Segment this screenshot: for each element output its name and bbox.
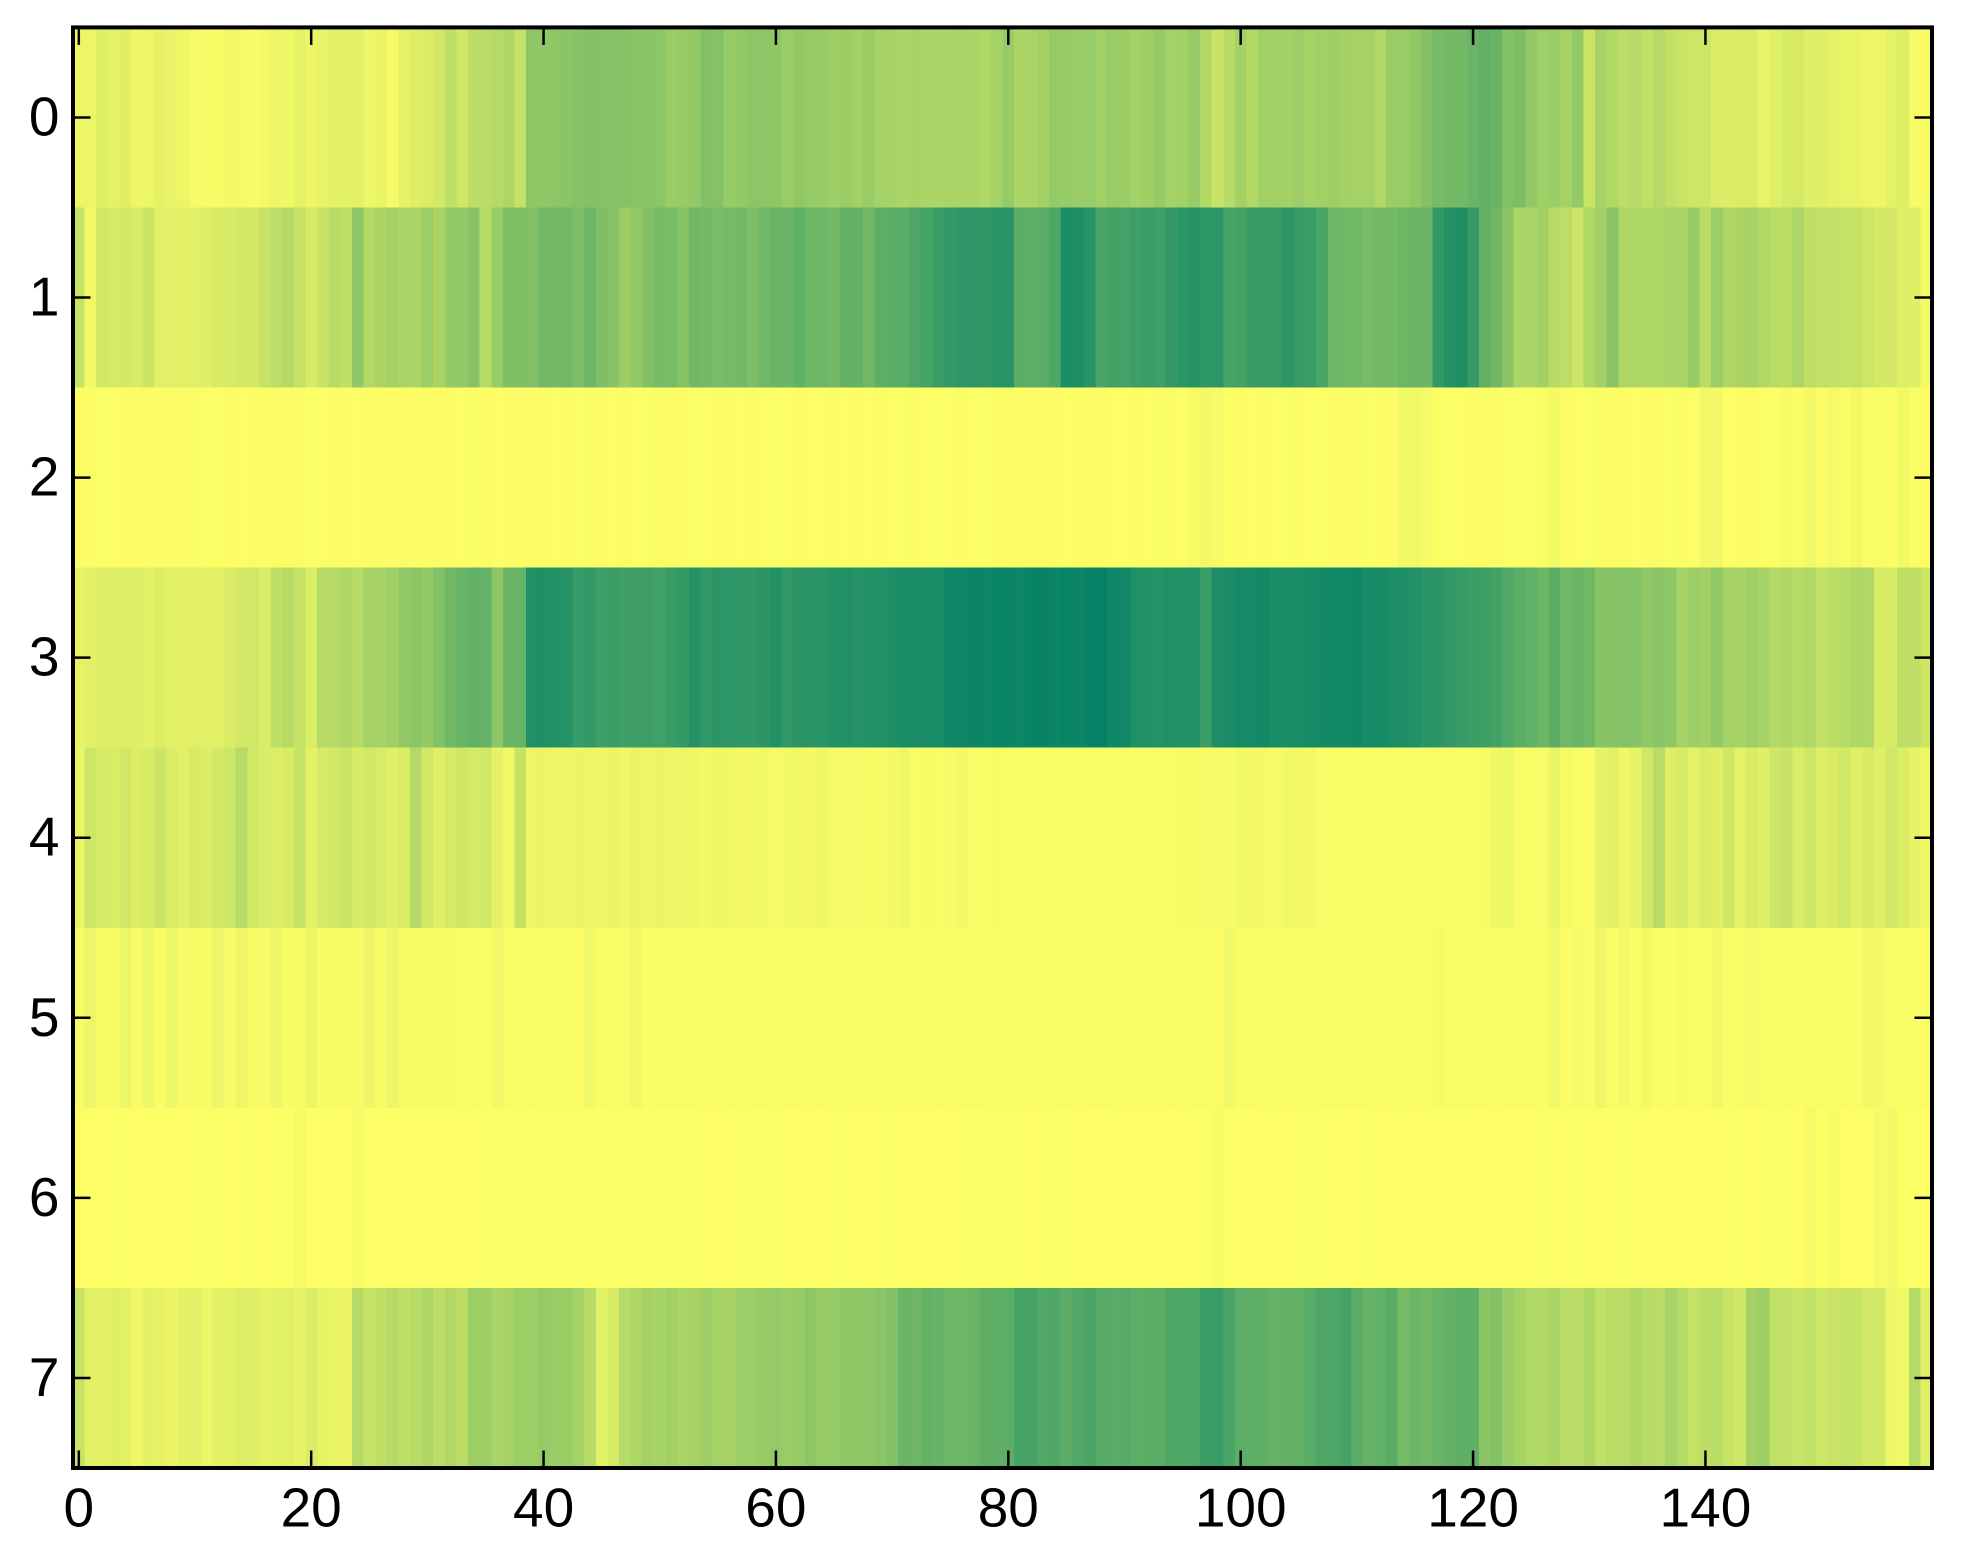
svg-text:40: 40 — [513, 1477, 574, 1539]
svg-text:2: 2 — [29, 446, 60, 508]
svg-text:6: 6 — [29, 1166, 60, 1228]
svg-text:80: 80 — [978, 1477, 1039, 1539]
svg-text:0: 0 — [29, 85, 60, 147]
svg-text:120: 120 — [1427, 1477, 1519, 1539]
svg-text:5: 5 — [29, 986, 60, 1048]
svg-text:0: 0 — [64, 1477, 95, 1539]
svg-text:60: 60 — [745, 1477, 806, 1539]
svg-text:140: 140 — [1660, 1477, 1752, 1539]
svg-text:1: 1 — [29, 266, 60, 328]
svg-text:4: 4 — [29, 806, 60, 868]
svg-text:100: 100 — [1195, 1477, 1287, 1539]
svg-text:3: 3 — [29, 626, 60, 688]
svg-text:7: 7 — [29, 1346, 60, 1408]
svg-text:20: 20 — [281, 1477, 342, 1539]
